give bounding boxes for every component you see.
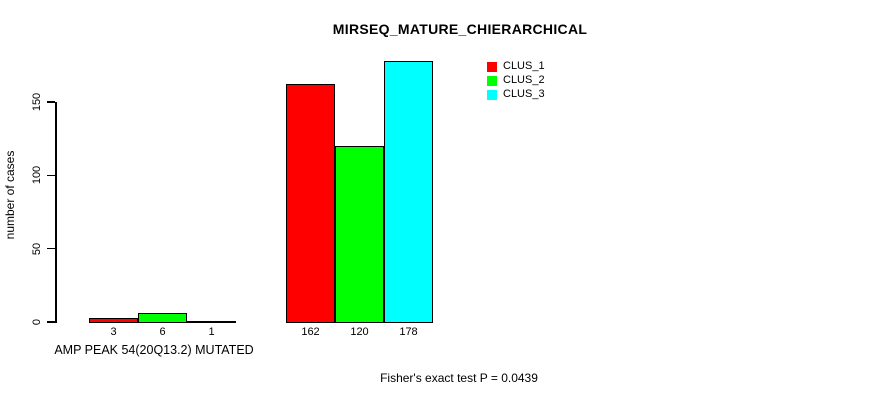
statistical-test-note: Fisher's exact test P = 0.0439 <box>380 371 538 385</box>
y-axis-tick-label: 150 <box>31 92 43 112</box>
legend-entry: CLUS_3 <box>487 89 545 100</box>
y-axis-line <box>55 101 57 323</box>
y-axis-tick-label: 0 <box>31 318 43 326</box>
bar-value-label: 1 <box>208 326 215 338</box>
y-axis-tick <box>47 247 55 250</box>
x-axis-label: AMP PEAK 54(20Q13.2) MUTATED <box>54 343 254 357</box>
bar-value-label: 3 <box>110 326 117 338</box>
chart-title: MIRSEQ_MATURE_CHIERARCHICAL <box>332 21 588 37</box>
y-axis-title: number of cases <box>3 150 17 240</box>
legend-swatch <box>487 61 497 72</box>
y-axis-tick <box>47 101 55 103</box>
bar-value-label: 162 <box>301 326 320 338</box>
bar-value-label: 178 <box>399 326 418 338</box>
legend-swatch <box>487 75 497 86</box>
bar-clus_1-group2 <box>286 84 335 323</box>
bar-value-label: 6 <box>159 326 166 338</box>
y-axis-tick <box>47 174 55 177</box>
y-axis-tick <box>47 321 55 323</box>
y-axis-tick-label: 50 <box>31 242 43 255</box>
bar-clus_2-group2 <box>335 146 384 323</box>
y-axis-tick-label: 100 <box>31 166 43 185</box>
legend-entry: CLUS_2 <box>487 75 545 86</box>
bar-clus_3-group2 <box>384 61 433 323</box>
legend-label: CLUS_1 <box>503 60 545 72</box>
bar-clus_1-group1 <box>89 318 138 323</box>
legend-entry: CLUS_1 <box>487 61 545 72</box>
legend-swatch <box>487 89 497 100</box>
bar-clus_2-group1 <box>138 313 187 323</box>
legend: CLUS_1 CLUS_2 CLUS_3 <box>487 61 545 100</box>
legend-label: CLUS_2 <box>503 74 545 86</box>
legend-label: CLUS_3 <box>503 88 545 100</box>
bar-clus_3-group1 <box>187 321 236 323</box>
bar-value-label: 120 <box>350 326 369 338</box>
